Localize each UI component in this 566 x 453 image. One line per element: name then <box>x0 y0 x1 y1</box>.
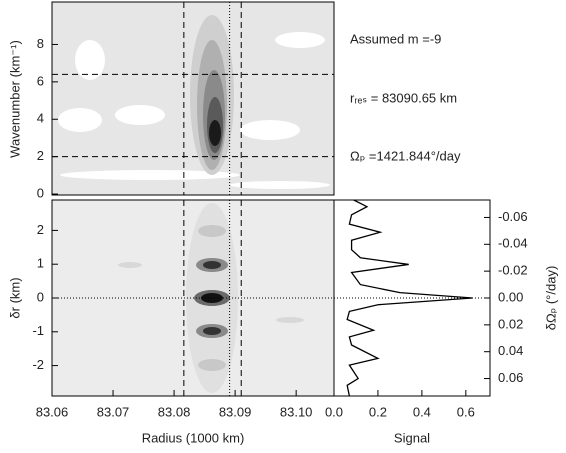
y-tick-label: 2 <box>37 148 44 163</box>
y-tick-label: 0 <box>37 289 44 304</box>
x-tick-label: 0.0 <box>325 404 343 419</box>
top-frame <box>51 1 335 196</box>
y-tick-label: 8 <box>37 36 44 51</box>
contour-top <box>52 2 334 195</box>
y-tick-label: 0.02 <box>498 316 523 331</box>
x-tick-label: 0.4 <box>413 404 431 419</box>
signal-line <box>346 199 473 397</box>
y-tick-label: 0.04 <box>498 343 523 358</box>
y-tick-label: 6 <box>37 73 44 88</box>
y-tick-label: -2 <box>32 357 44 372</box>
y-axis-label: δΩₚ (°/day) <box>543 266 558 331</box>
y-tick-label: 1 <box>37 256 44 271</box>
y-tick-label: 0.06 <box>498 370 523 385</box>
y-tick-label: 0.00 <box>498 289 523 304</box>
y-tick-label: 4 <box>37 111 44 126</box>
y-tick-label: -0.02 <box>498 263 528 278</box>
y-tick-label: 0 <box>37 186 44 201</box>
x-tick-label: 0.6 <box>457 404 475 419</box>
x-axis-label: Radius (1000 km) <box>142 430 245 445</box>
x-tick-label: 0.2 <box>369 404 387 419</box>
y-tick-label: -0.06 <box>498 209 528 224</box>
y-tick-label: -1 <box>32 323 44 338</box>
x-tick-label: 83.06 <box>36 404 69 419</box>
y-tick-label: 2 <box>37 222 44 237</box>
y-axis-label: Wavenumber (km⁻¹) <box>7 40 22 158</box>
x-tick-label: 83.07 <box>97 404 130 419</box>
x-tick-label: 83.08 <box>158 404 191 419</box>
annotation: rᵣₑₛ = 83090.65 km <box>350 90 457 105</box>
y-axis-label: δr (km) <box>7 277 22 318</box>
x-tick-label: 83.10 <box>280 404 313 419</box>
y-tick-label: -0.04 <box>498 236 528 251</box>
x-axis-label: Signal <box>394 430 430 445</box>
annotation: Ωₚ =1421.844°/day <box>350 148 461 163</box>
annotation: Assumed m =-9 <box>350 31 441 46</box>
x-tick-label: 83.09 <box>219 404 252 419</box>
